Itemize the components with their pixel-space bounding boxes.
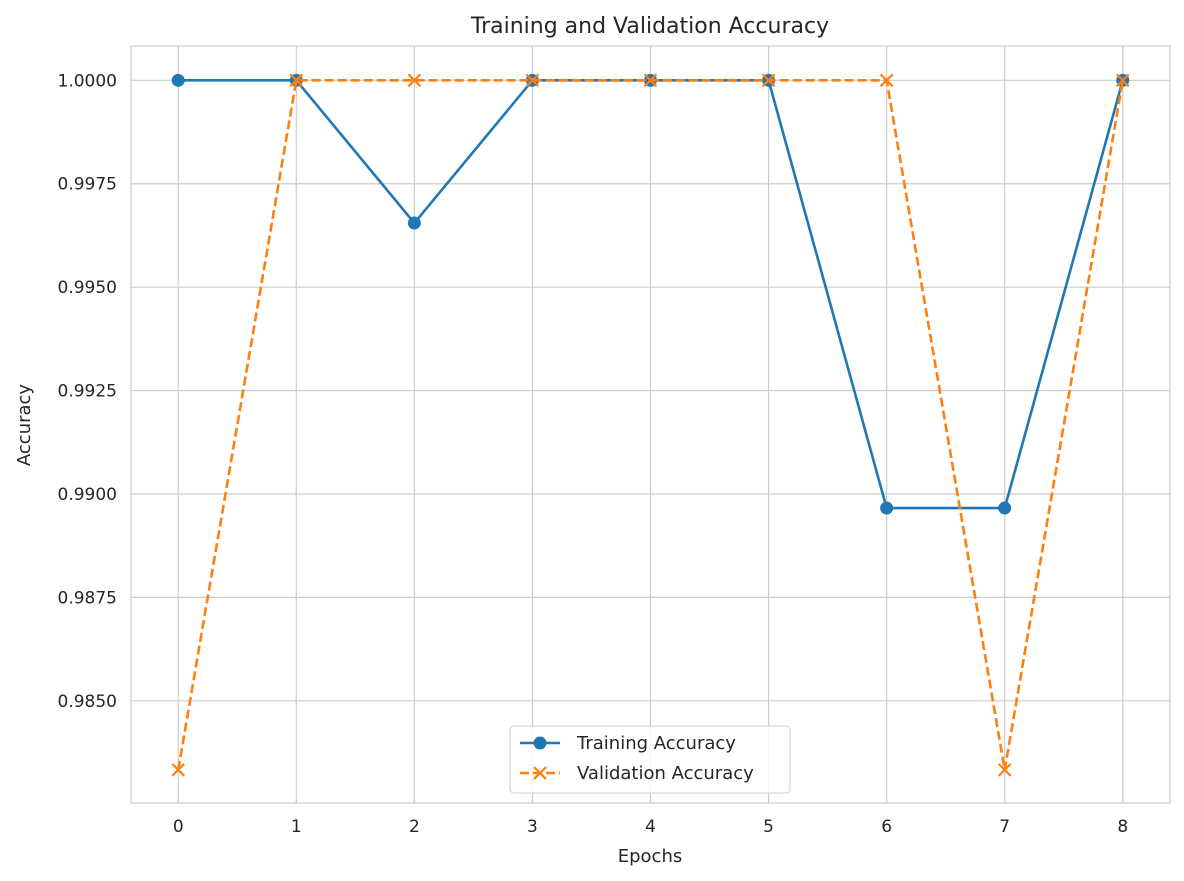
validation-accuracy-point-stroke xyxy=(525,73,540,88)
validation-accuracy-point-stroke xyxy=(171,763,186,777)
series-layer xyxy=(171,73,1130,777)
validation-accuracy-point xyxy=(171,763,186,777)
legend: Training Accuracy Validation Accuracy xyxy=(509,725,791,794)
validation-accuracy-point-stroke xyxy=(407,73,422,88)
x-tick-label: 4 xyxy=(645,817,656,837)
y-tick-label: 0.9875 xyxy=(58,588,117,608)
validation-accuracy-point-stroke xyxy=(1115,73,1130,88)
x-tick-label: 6 xyxy=(881,817,892,837)
legend-item-training-accuracy: Training Accuracy xyxy=(520,733,736,754)
x-tick-label: 3 xyxy=(527,817,538,837)
validation-accuracy-point xyxy=(643,73,658,88)
x-tick-label: 0 xyxy=(173,817,184,837)
x-axis-label: Epochs xyxy=(618,846,683,867)
validation-accuracy-point xyxy=(1115,73,1130,88)
x-tick-label: 2 xyxy=(409,817,420,837)
y-axis-label: Accuracy xyxy=(14,384,35,467)
legend-item-validation-accuracy: Validation Accuracy xyxy=(520,763,754,784)
validation-accuracy-point xyxy=(525,73,540,88)
legend-marker-training-accuracy xyxy=(533,736,547,750)
tick-labels: 0 1 2 3 4 5 6 7 8 0.9850 0.9875 0.9900 0.9925 0.9950 0… xyxy=(58,71,1129,837)
y-tick-label: 0.9950 xyxy=(58,278,117,298)
validation-accuracy-point-stroke xyxy=(761,73,776,88)
y-tick-label: 1.0000 xyxy=(58,71,117,91)
training-accuracy-point xyxy=(880,501,894,515)
validation-accuracy-point-stroke xyxy=(289,73,304,88)
y-tick-label: 0.9900 xyxy=(58,485,117,505)
legend-marker-validation-accuracy-stroke xyxy=(533,766,547,780)
training-accuracy-point xyxy=(171,73,185,87)
plot-frame xyxy=(130,45,1171,804)
y-tick-label: 0.9925 xyxy=(58,382,117,402)
validation-accuracy-point-stroke xyxy=(997,763,1012,777)
legend-items: Training Accuracy Validation Accuracy xyxy=(520,733,754,784)
training-accuracy-point xyxy=(407,216,421,230)
validation-accuracy-point xyxy=(879,73,894,88)
validation-accuracy-point-stroke xyxy=(643,73,658,88)
legend-label-validation-accuracy: Validation Accuracy xyxy=(577,763,754,784)
x-tick-label: 7 xyxy=(999,817,1010,837)
validation-accuracy-series xyxy=(171,73,1130,777)
validation-accuracy-point xyxy=(997,763,1012,777)
validation-accuracy-point xyxy=(761,73,776,88)
x-tick-label: 1 xyxy=(291,817,302,837)
legend-marker-validation-accuracy xyxy=(533,766,547,780)
validation-accuracy-point xyxy=(407,73,422,88)
x-tick-label: 8 xyxy=(1117,817,1128,837)
training-accuracy-point xyxy=(998,501,1012,515)
chart-title: Training and Validation Accuracy xyxy=(470,14,829,39)
validation-accuracy-point-stroke xyxy=(879,73,894,88)
legend-box xyxy=(509,725,791,794)
grid-lines xyxy=(131,46,1170,803)
x-tick-label: 5 xyxy=(763,817,774,837)
y-tick-label: 0.9850 xyxy=(58,692,117,712)
legend-label-training-accuracy: Training Accuracy xyxy=(576,733,736,754)
y-tick-label: 0.9975 xyxy=(58,175,117,195)
validation-accuracy-point xyxy=(289,73,304,88)
